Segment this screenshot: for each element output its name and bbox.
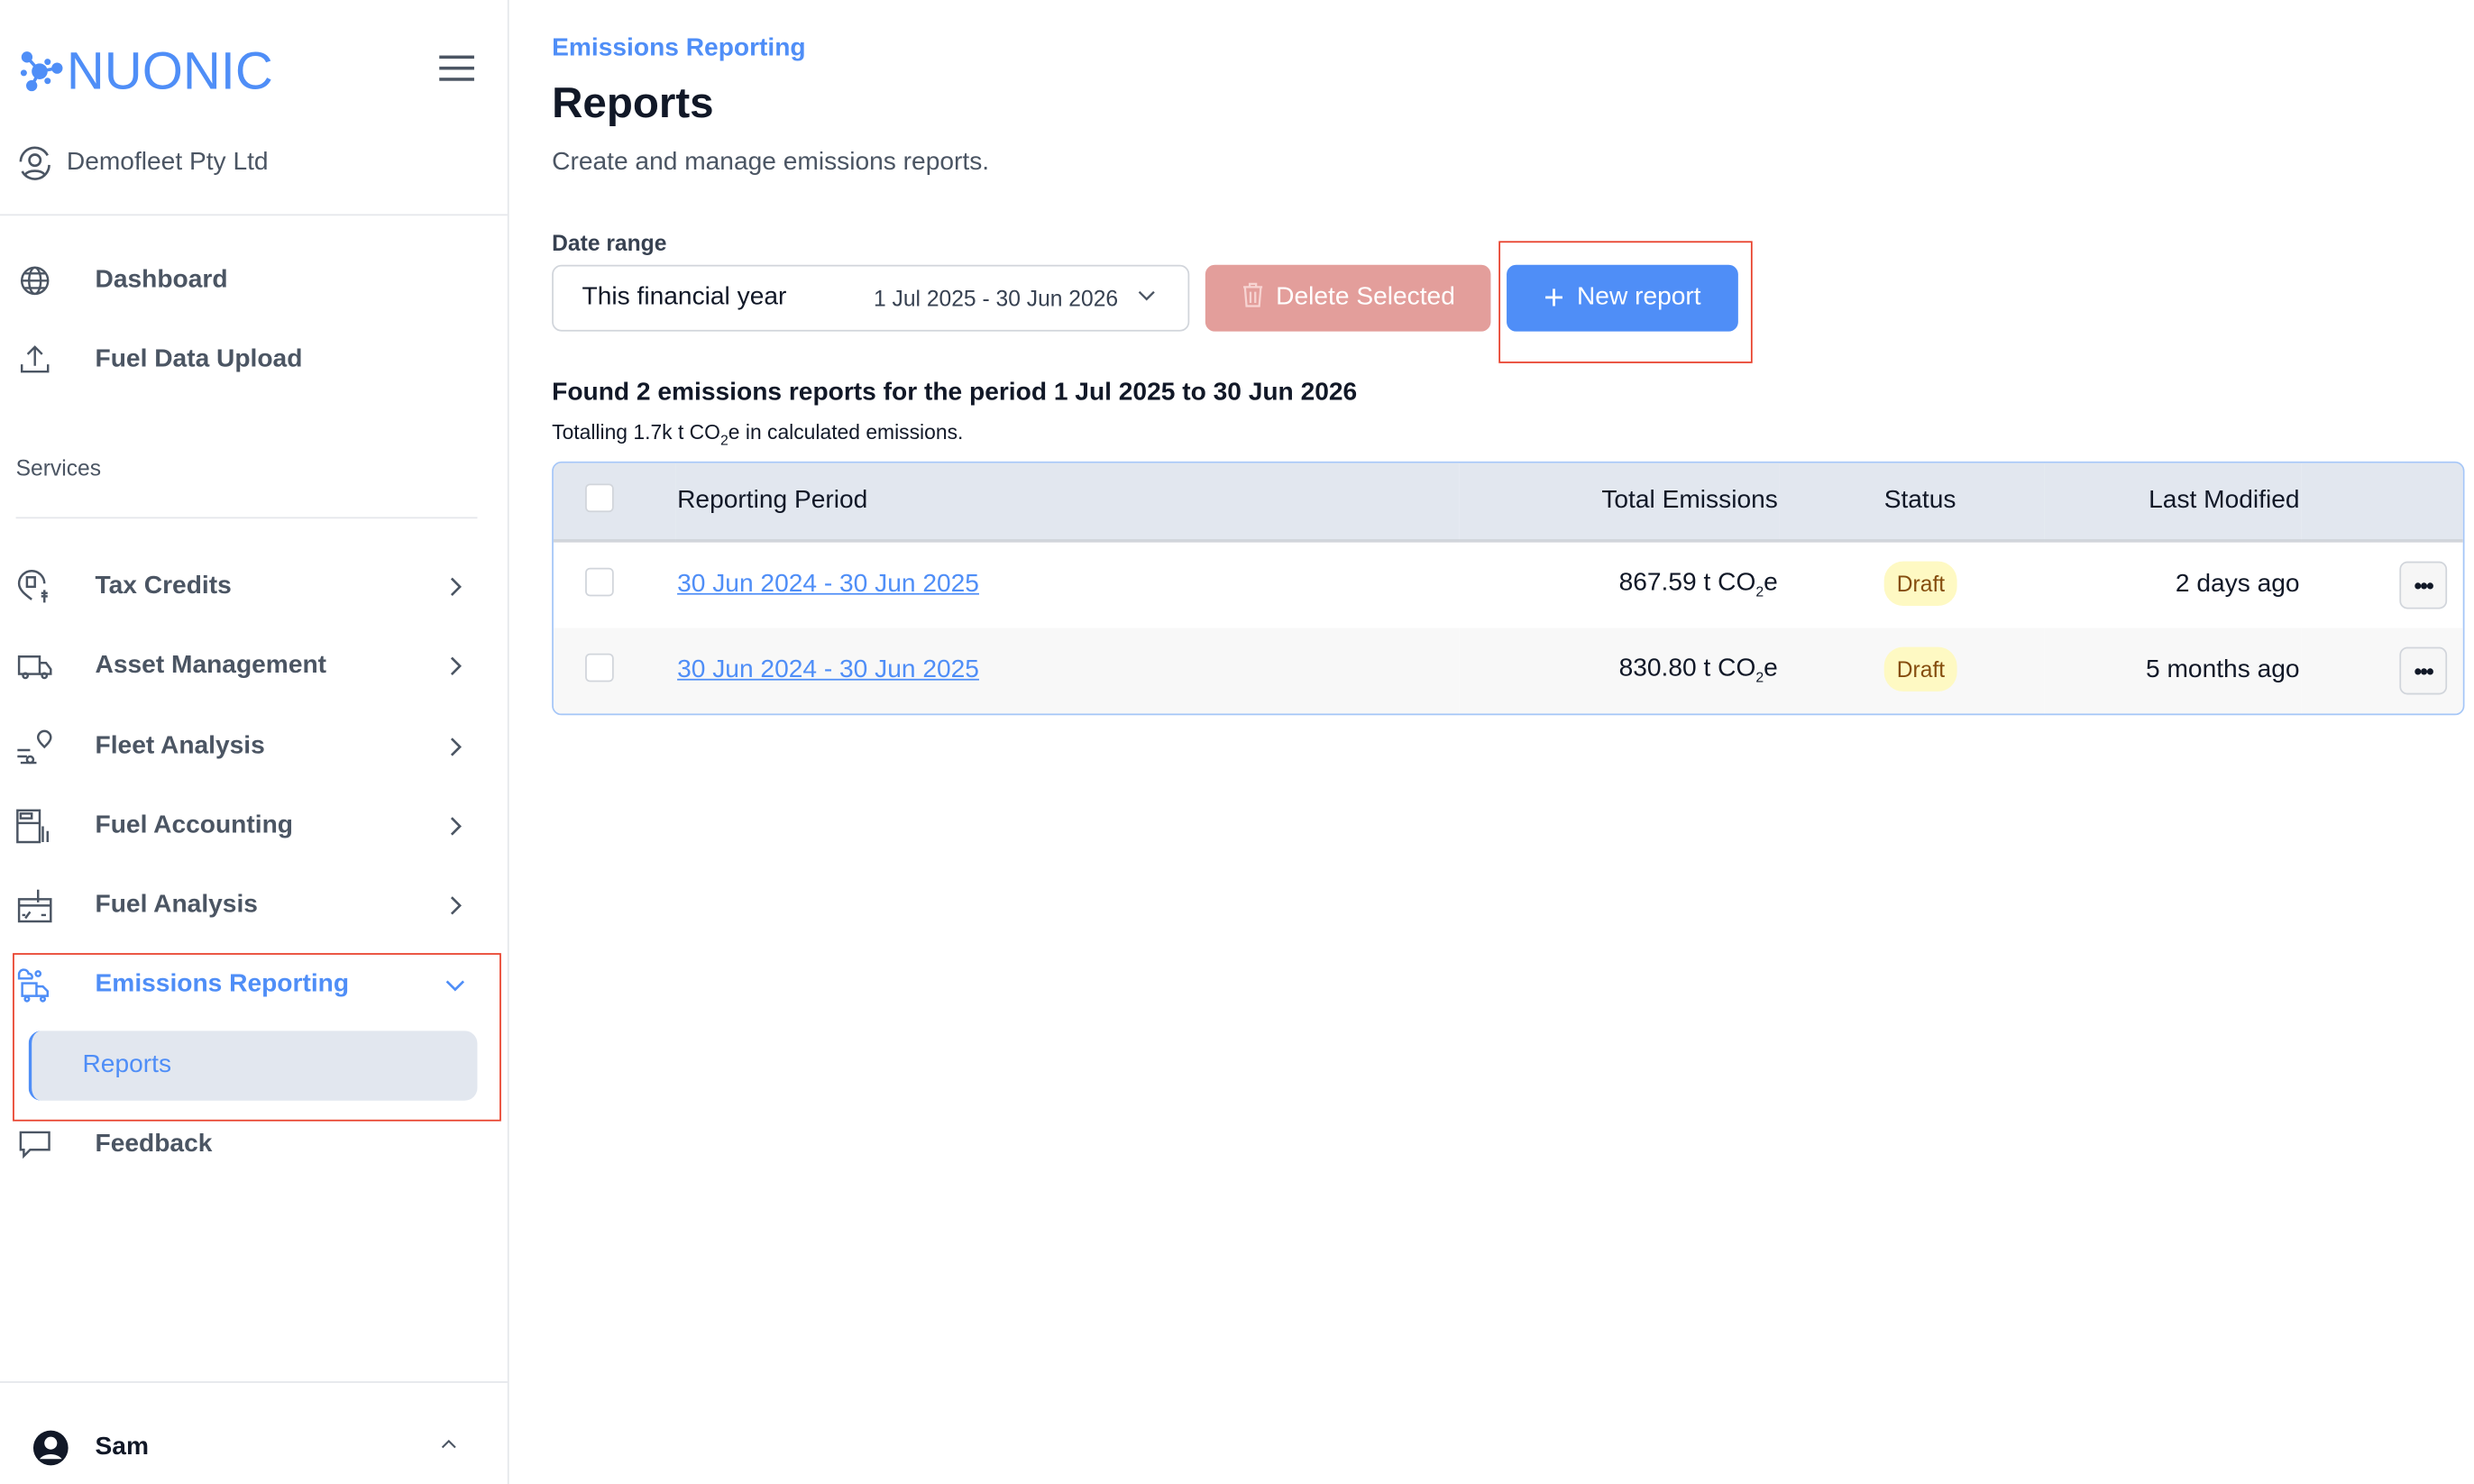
row-checkbox[interactable] (585, 566, 614, 596)
chat-bubble-icon (16, 1126, 54, 1164)
header-status[interactable]: Status (1779, 463, 2045, 543)
reports-table: Reporting Period Total Emissions Status … (552, 461, 2465, 716)
sidebar-item-fuel-data-upload[interactable]: Fuel Data Upload (16, 328, 476, 391)
chevron-right-icon (441, 733, 470, 769)
page-title: Reports (552, 78, 714, 127)
user-menu[interactable]: Sam (16, 1416, 476, 1479)
molecule-logo-icon (20, 51, 63, 92)
user-switch-icon (19, 146, 50, 180)
header-reporting-period[interactable]: Reporting Period (675, 463, 1460, 543)
more-actions-button[interactable]: ••• (2399, 646, 2448, 695)
chevron-right-icon (441, 812, 470, 848)
last-modified: 5 months ago (2044, 627, 2302, 714)
breadcrumb[interactable]: Emissions Reporting (552, 34, 806, 62)
hamburger-menu-icon[interactable] (439, 55, 474, 89)
row-checkbox[interactable] (585, 652, 614, 682)
chevron-down-icon (1134, 281, 1159, 315)
car-pin-icon (16, 728, 54, 765)
header-total-emissions[interactable]: Total Emissions (1459, 463, 1780, 543)
logo[interactable]: NUONIC (19, 41, 273, 102)
date-range-select[interactable]: This financial year 1 Jul 2025 - 30 Jun … (552, 264, 1190, 332)
truck-icon (16, 647, 54, 685)
table-header-row: Reporting Period Total Emissions Status … (553, 463, 2463, 543)
chevron-down-icon (441, 971, 470, 1007)
sidebar-item-tax-credits[interactable]: Tax Credits (16, 555, 476, 618)
user-avatar-icon (32, 1429, 69, 1467)
results-summary: Found 2 emissions reports for the period… (552, 379, 1358, 407)
chevron-right-icon (441, 892, 470, 928)
truck-emissions-icon (16, 966, 54, 1003)
last-modified: 2 days ago (2175, 571, 2300, 599)
chevron-right-icon (441, 652, 470, 688)
trash-icon (1241, 281, 1263, 315)
total-emissions: 830.80 t CO2e (1459, 627, 1780, 714)
divider (15, 517, 478, 519)
sidebar-item-asset-management[interactable]: Asset Management (16, 635, 476, 698)
page-subtitle: Create and manage emissions reports. (552, 149, 990, 177)
select-all-checkbox[interactable] (585, 482, 614, 512)
section-label: Services (15, 454, 102, 481)
sidebar-item-feedback[interactable]: Feedback (16, 1113, 476, 1177)
chevron-right-icon (441, 573, 470, 609)
plus-icon: + (1544, 277, 1564, 317)
date-range-label: Date range (552, 230, 667, 256)
globe-icon (16, 261, 54, 299)
new-report-button[interactable]: + New report (1507, 264, 1738, 332)
chevron-up-icon (437, 1434, 460, 1463)
total-emissions: 867.59 t CO2e (1618, 570, 1778, 600)
report-link[interactable]: 30 Jun 2024 - 30 Jun 2025 (677, 571, 979, 599)
fuel-pump-icon (16, 807, 54, 845)
table-row: 30 Jun 2024 - 30 Jun 2025 830.80 t CO2e … (553, 627, 2463, 714)
org-switcher[interactable]: Demofleet Pty Ltd (16, 144, 269, 182)
sidebar-item-fleet-analysis[interactable]: Fleet Analysis (16, 715, 476, 778)
report-link[interactable]: 30 Jun 2024 - 30 Jun 2025 (677, 656, 979, 684)
table-row: 30 Jun 2024 - 30 Jun 2025 867.59 t CO2e … (554, 541, 2463, 628)
status-badge: Draft (1883, 646, 1958, 692)
sidebar-item-dashboard[interactable]: Dashboard (16, 249, 476, 312)
more-actions-button[interactable]: ••• (2399, 561, 2448, 609)
divider (0, 214, 508, 216)
sidebar: NUONIC Demofleet Pty Ltd Dashboard Fuel … (0, 0, 509, 1484)
results-total: Totalling 1.7k t CO2e in calculated emis… (552, 420, 964, 449)
sidebar-item-emissions-reporting[interactable]: Emissions Reporting (16, 953, 476, 1016)
sidebar-item-fuel-analysis[interactable]: Fuel Analysis (16, 874, 476, 937)
upload-icon (16, 341, 54, 379)
delete-selected-button[interactable]: Delete Selected (1205, 264, 1491, 332)
status-badge: Draft (1883, 561, 1958, 606)
gauge-dollar-icon (16, 886, 54, 924)
fuel-pin-dollar-icon (16, 568, 54, 606)
divider (0, 1381, 508, 1383)
header-last-modified[interactable]: Last Modified (2044, 463, 2302, 543)
sidebar-item-fuel-accounting[interactable]: Fuel Accounting (16, 794, 476, 857)
sidebar-subitem-reports[interactable]: Reports (28, 1031, 478, 1101)
